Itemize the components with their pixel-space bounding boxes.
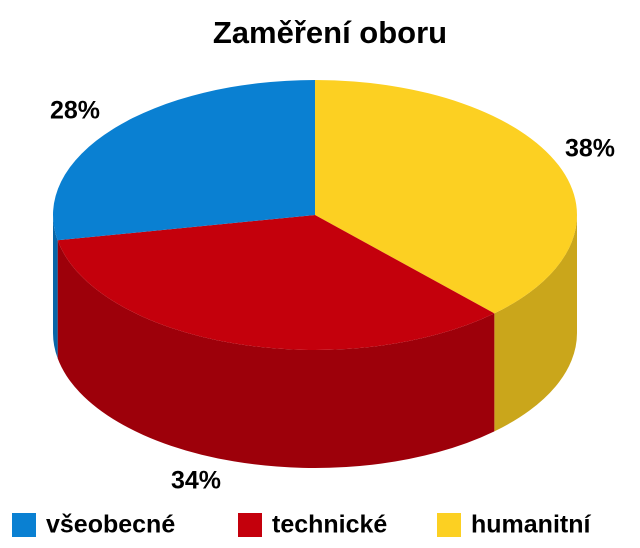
pie-slice [52, 80, 315, 241]
legend-label: všeobecné [46, 511, 175, 539]
pie-slice [315, 80, 577, 314]
legend-label: technické [272, 511, 387, 539]
data-label: 28% [50, 97, 100, 125]
pie-side [494, 215, 577, 432]
legend-swatch [12, 513, 36, 537]
pie-side [57, 240, 495, 468]
legend-swatch [437, 513, 461, 537]
legend-swatch [238, 513, 262, 537]
pie-slice [57, 215, 495, 350]
data-label: 34% [171, 467, 221, 495]
legend-label: humanitní [471, 511, 591, 539]
chart-title: Zaměření oboru [213, 15, 447, 50]
data-label: 38% [565, 135, 615, 163]
pie-side [53, 215, 58, 359]
